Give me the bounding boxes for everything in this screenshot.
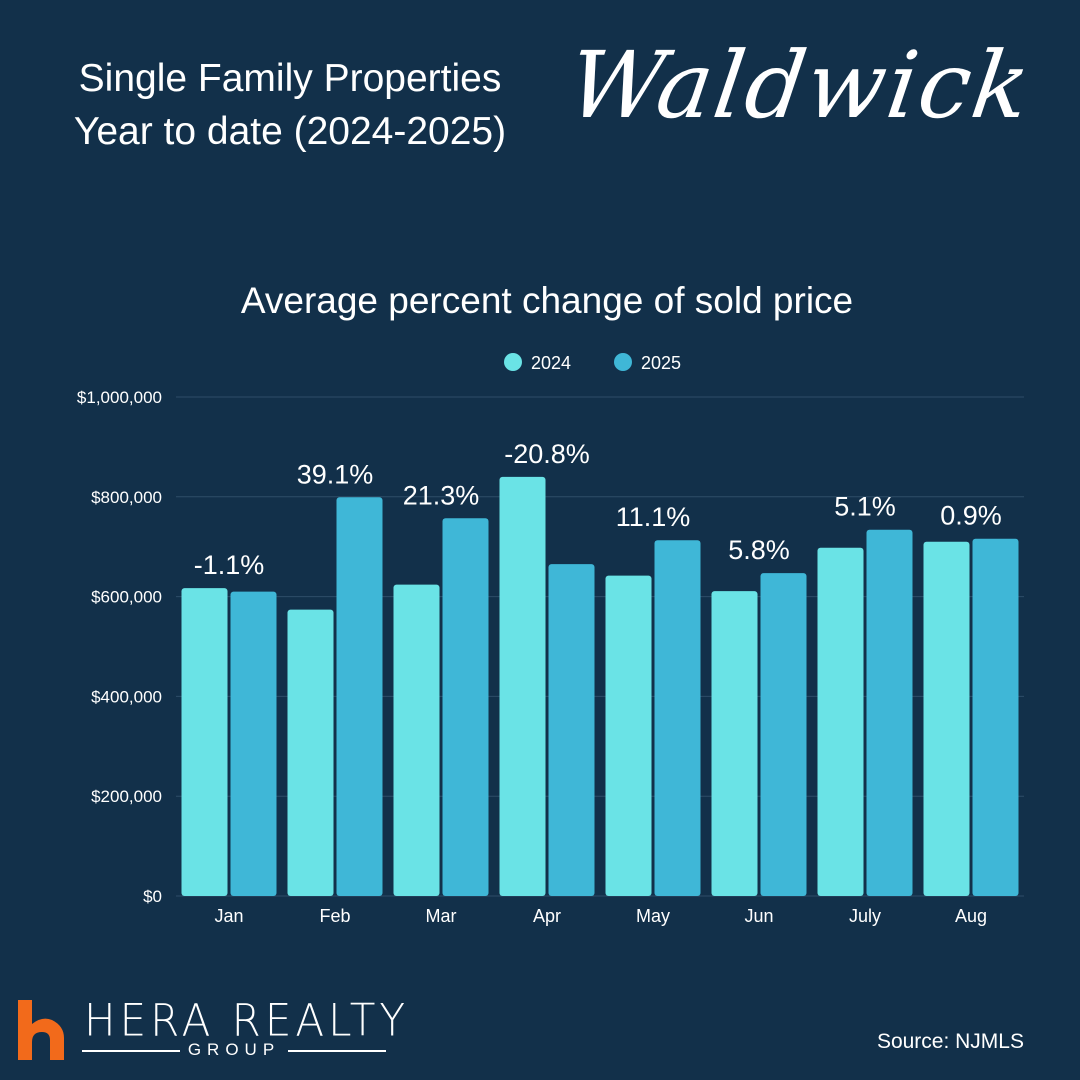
bar-jun-2024 <box>711 591 758 896</box>
percent-change-label: 21.3% <box>403 480 480 510</box>
legend-label-2024: 2024 <box>531 353 571 373</box>
bar-may-2024 <box>605 575 652 896</box>
bar-july-2024 <box>817 547 864 896</box>
chart-title: Average percent change of sold price <box>241 280 853 321</box>
bar-feb-2024 <box>287 609 334 896</box>
bar-apr-2025 <box>548 564 595 896</box>
bar-feb-2025 <box>336 497 383 896</box>
x-tick-label: May <box>636 906 670 926</box>
x-tick-label: Jan <box>214 906 243 926</box>
percent-change-label: 5.8% <box>728 535 790 565</box>
x-tick-label: Apr <box>533 906 561 926</box>
x-tick-label: July <box>849 906 881 926</box>
bar-jan-2024 <box>181 588 228 896</box>
percent-change-label: 39.1% <box>297 459 374 489</box>
percent-change-label: -1.1% <box>194 550 265 580</box>
sold-price-bar-chart: Average percent change of sold price 2024… <box>77 280 1024 926</box>
bar-apr-2024 <box>499 476 546 896</box>
legend-label-2025: 2025 <box>641 353 681 373</box>
brand-name: HERA REALTY <box>84 994 410 1047</box>
title-line-2: Year to date (2024-2025) <box>73 110 507 153</box>
y-tick-label: $1,000,000 <box>77 388 162 407</box>
x-tick-label: Aug <box>955 906 987 926</box>
x-tick-label: Jun <box>744 906 773 926</box>
brand-sub: GROUP <box>82 1040 386 1060</box>
title-line-1: Single Family Properties <box>78 57 502 100</box>
bar-aug-2024 <box>923 541 970 896</box>
bar-mar-2024 <box>393 584 440 896</box>
y-tick-label: $600,000 <box>91 588 162 607</box>
y-tick-label: $800,000 <box>91 488 162 507</box>
bar-jun-2025 <box>760 573 807 896</box>
y-tick-label: $200,000 <box>91 787 162 806</box>
percent-change-label: 11.1% <box>616 502 691 532</box>
percent-change-label: 5.1% <box>834 492 896 522</box>
source-note: Source: NJMLS <box>876 1030 1024 1053</box>
header-title: Single Family Properties Year to date (2… <box>20 52 560 158</box>
legend-marker-2025 <box>614 353 632 371</box>
house-h-logo-icon <box>18 1000 64 1060</box>
bar-mar-2025 <box>442 518 489 896</box>
legend-marker-2024 <box>504 353 522 371</box>
y-tick-label: $400,000 <box>91 687 162 706</box>
x-tick-label: Feb <box>319 906 350 926</box>
percent-change-label: 0.9% <box>940 501 1002 531</box>
brand-sub-text: GROUP <box>187 1040 281 1059</box>
bar-may-2025 <box>654 540 701 896</box>
brand-logo: HERA REALTY GROUP <box>18 995 405 1066</box>
bar-july-2025 <box>866 529 913 896</box>
percent-change-label: -20.8% <box>504 439 590 469</box>
y-tick-label: $0 <box>143 887 162 906</box>
bar-jan-2025 <box>230 591 277 896</box>
bar-aug-2025 <box>972 538 1019 896</box>
x-tick-label: Mar <box>426 906 457 926</box>
